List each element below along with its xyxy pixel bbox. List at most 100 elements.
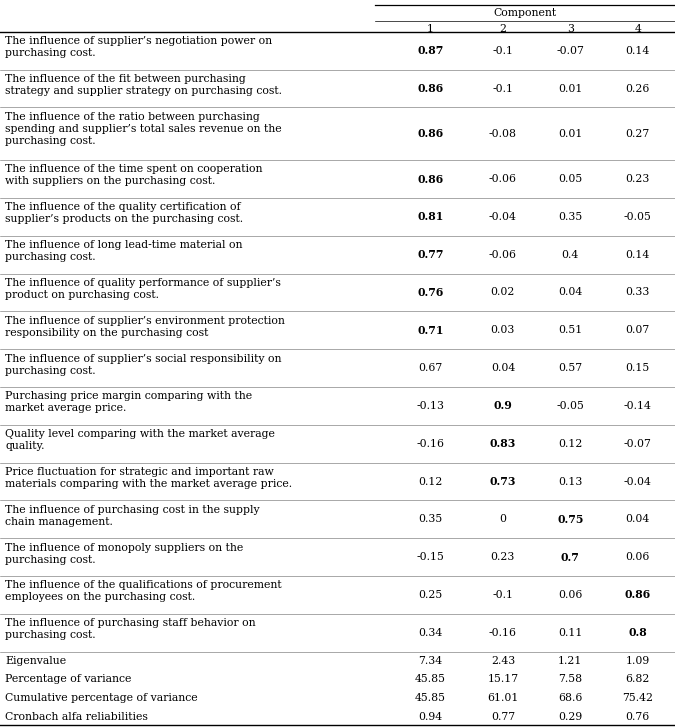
Text: 0.04: 0.04: [626, 514, 650, 524]
Text: -0.1: -0.1: [492, 84, 514, 94]
Text: 0.8: 0.8: [628, 628, 647, 638]
Text: 0.13: 0.13: [558, 477, 583, 486]
Text: -0.06: -0.06: [489, 174, 517, 184]
Text: 0.51: 0.51: [558, 325, 583, 336]
Text: 0.04: 0.04: [491, 363, 515, 373]
Text: 0.25: 0.25: [418, 590, 443, 600]
Text: Cumulative percentage of variance: Cumulative percentage of variance: [5, 693, 198, 703]
Text: 0.14: 0.14: [626, 46, 650, 56]
Text: Cronbach alfa reliabilities: Cronbach alfa reliabilities: [5, 711, 148, 721]
Text: 0: 0: [500, 514, 506, 524]
Text: 0.71: 0.71: [417, 325, 444, 336]
Text: The influence of quality performance of supplier’s
product on purchasing cost.: The influence of quality performance of …: [5, 278, 281, 300]
Text: 2: 2: [500, 25, 506, 34]
Text: 4: 4: [634, 25, 641, 34]
Text: The influence of monopoly suppliers on the
purchasing cost.: The influence of monopoly suppliers on t…: [5, 542, 244, 565]
Text: 0.05: 0.05: [558, 174, 583, 184]
Text: 0.12: 0.12: [558, 439, 583, 448]
Text: 0.11: 0.11: [558, 628, 583, 638]
Text: The influence of the qualifications of procurement
employees on the purchasing c: The influence of the qualifications of p…: [5, 580, 282, 602]
Text: -0.07: -0.07: [624, 439, 652, 448]
Text: 68.6: 68.6: [558, 693, 583, 703]
Text: -0.16: -0.16: [489, 628, 517, 638]
Text: Percentage of variance: Percentage of variance: [5, 674, 132, 684]
Text: 7.58: 7.58: [558, 674, 583, 684]
Text: -0.04: -0.04: [489, 212, 517, 222]
Text: 0.04: 0.04: [558, 288, 583, 298]
Text: 0.86: 0.86: [418, 173, 443, 184]
Text: 0.4: 0.4: [562, 250, 579, 260]
Text: The influence of purchasing cost in the supply
chain management.: The influence of purchasing cost in the …: [5, 505, 260, 527]
Text: 0.34: 0.34: [418, 628, 443, 638]
Text: 3: 3: [567, 25, 574, 34]
Text: 0.33: 0.33: [626, 288, 650, 298]
Text: 0.7: 0.7: [561, 552, 580, 563]
Text: 0.67: 0.67: [418, 363, 443, 373]
Text: 6.82: 6.82: [626, 674, 650, 684]
Text: The influence of supplier’s environment protection
responsibility on the purchas: The influence of supplier’s environment …: [5, 316, 286, 338]
Text: 0.35: 0.35: [558, 212, 583, 222]
Text: 45.85: 45.85: [415, 693, 446, 703]
Text: 0.73: 0.73: [489, 476, 516, 487]
Text: 0.76: 0.76: [417, 287, 444, 298]
Text: 0.35: 0.35: [418, 514, 443, 524]
Text: 0.86: 0.86: [625, 590, 651, 601]
Text: -0.04: -0.04: [624, 477, 652, 486]
Text: 45.85: 45.85: [415, 674, 446, 684]
Text: 15.17: 15.17: [487, 674, 518, 684]
Text: 0.81: 0.81: [417, 211, 444, 222]
Text: 0.01: 0.01: [558, 84, 583, 94]
Text: 1.21: 1.21: [558, 656, 583, 666]
Text: The influence of the quality certification of
supplier’s products on the purchas: The influence of the quality certificati…: [5, 202, 244, 224]
Text: Eigenvalue: Eigenvalue: [5, 656, 67, 666]
Text: 0.9: 0.9: [493, 400, 512, 411]
Text: 75.42: 75.42: [622, 693, 653, 703]
Text: -0.16: -0.16: [416, 439, 445, 448]
Text: -0.05: -0.05: [624, 212, 652, 222]
Text: The influence of long lead-time material on
purchasing cost.: The influence of long lead-time material…: [5, 240, 243, 262]
Text: -0.07: -0.07: [556, 46, 585, 56]
Text: 0.15: 0.15: [626, 363, 650, 373]
Text: The influence of supplier’s social responsibility on
purchasing cost.: The influence of supplier’s social respo…: [5, 354, 282, 376]
Text: The influence of purchasing staff behavior on
purchasing cost.: The influence of purchasing staff behavi…: [5, 618, 256, 640]
Text: The influence of the ratio between purchasing
spending and supplier’s total sale: The influence of the ratio between purch…: [5, 112, 282, 146]
Text: 0.02: 0.02: [491, 288, 515, 298]
Text: 61.01: 61.01: [487, 693, 518, 703]
Text: Purchasing price margin comparing with the
market average price.: Purchasing price margin comparing with t…: [5, 392, 252, 414]
Text: -0.06: -0.06: [489, 250, 517, 260]
Text: -0.1: -0.1: [492, 46, 514, 56]
Text: 1: 1: [427, 25, 434, 34]
Text: 1.09: 1.09: [626, 656, 650, 666]
Text: -0.05: -0.05: [556, 401, 585, 411]
Text: -0.1: -0.1: [492, 590, 514, 600]
Text: 0.07: 0.07: [626, 325, 650, 336]
Text: The influence of the fit between purchasing
strategy and supplier strategy on pu: The influence of the fit between purchas…: [5, 74, 282, 96]
Text: -0.14: -0.14: [624, 401, 652, 411]
Text: 0.77: 0.77: [491, 711, 515, 721]
Text: 0.14: 0.14: [626, 250, 650, 260]
Text: 0.06: 0.06: [558, 590, 583, 600]
Text: 0.29: 0.29: [558, 711, 583, 721]
Text: 0.86: 0.86: [418, 128, 443, 139]
Text: 0.57: 0.57: [558, 363, 583, 373]
Text: 0.06: 0.06: [626, 552, 650, 562]
Text: -0.15: -0.15: [416, 552, 445, 562]
Text: 0.87: 0.87: [417, 45, 444, 56]
Text: Price fluctuation for strategic and important raw
materials comparing with the m: Price fluctuation for strategic and impo…: [5, 467, 292, 489]
Text: 0.27: 0.27: [626, 129, 650, 139]
Text: 0.76: 0.76: [626, 711, 650, 721]
Text: 0.23: 0.23: [626, 174, 650, 184]
Text: Component: Component: [493, 9, 556, 18]
Text: 0.26: 0.26: [626, 84, 650, 94]
Text: 0.01: 0.01: [558, 129, 583, 139]
Text: Quality level comparing with the market average
quality.: Quality level comparing with the market …: [5, 430, 275, 451]
Text: 0.83: 0.83: [489, 438, 516, 449]
Text: The influence of supplier’s negotiation power on
purchasing cost.: The influence of supplier’s negotiation …: [5, 36, 273, 58]
Text: 2.43: 2.43: [491, 656, 515, 666]
Text: 0.77: 0.77: [417, 249, 444, 260]
Text: -0.08: -0.08: [489, 129, 517, 139]
Text: 0.94: 0.94: [418, 711, 443, 721]
Text: 0.75: 0.75: [557, 514, 584, 525]
Text: 0.23: 0.23: [491, 552, 515, 562]
Text: The influence of the time spent on cooperation
with suppliers on the purchasing : The influence of the time spent on coope…: [5, 165, 263, 186]
